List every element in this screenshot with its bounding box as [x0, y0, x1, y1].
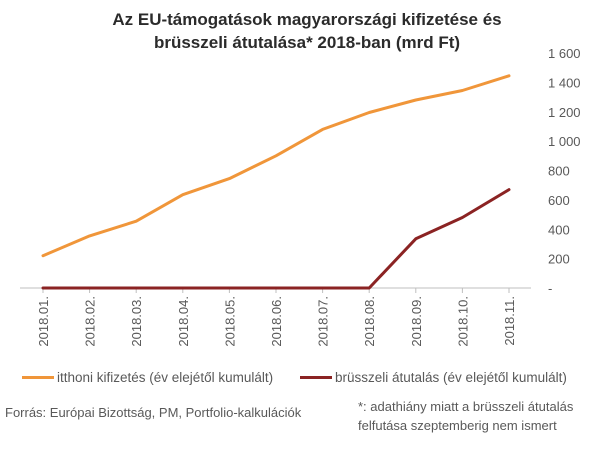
x-tick-label: 2018.07. [316, 296, 331, 347]
x-tick-label: 2018.09. [409, 296, 424, 347]
chart-title-line-2: brüsszeli átutalása* 2018-ban (mrd Ft) [153, 33, 461, 52]
y-tick-label: 1 200 [548, 105, 581, 120]
source-text: Forrás: Európai Bizottság, PM, Portfolio… [5, 405, 302, 420]
x-tick-label: 2018.08. [362, 296, 377, 347]
legend-item-brusszeli: brüsszeli átutalás (év elejétől kumulált… [300, 370, 567, 385]
y-tick-label: 400 [548, 222, 570, 237]
chart-title: Az EU-támogatások magyarországi kifizeté… [0, 8, 614, 54]
y-tick-label: 200 [548, 252, 570, 267]
legend-swatch-brusszeli [300, 376, 332, 379]
legend-swatch-itthoni [22, 376, 54, 379]
x-tick-label: 2018.01. [36, 296, 51, 347]
y-tick-label: - [548, 281, 552, 296]
legend-item-itthoni: itthoni kifizetés (év elejétől kumulált) [22, 370, 273, 385]
footnote: *: adathiány miatt a brüsszeli átutalás … [358, 397, 608, 435]
legend-label-itthoni: itthoni kifizetés (év elejétől kumulált) [57, 370, 274, 385]
x-tick-label: 2018.05. [222, 296, 237, 347]
series-lines [41, 74, 511, 290]
x-tick-label: 2018.03. [129, 296, 144, 347]
y-tick-label: 1 400 [548, 75, 581, 90]
footnote-line-1: *: adathiány miatt a brüsszeli átutalás [358, 399, 574, 414]
y-tick-label: 1 000 [548, 134, 581, 149]
x-tick-label: 2018.02. [83, 296, 98, 347]
series-line-1 [41, 188, 511, 290]
x-tick-label: 2018.10. [455, 296, 470, 347]
legend-label-brusszeli: brüsszeli átutalás (év elejétől kumulált… [335, 370, 567, 385]
y-tick-label: 800 [548, 164, 570, 179]
x-tick-label: 2018.06. [269, 296, 284, 347]
footnote-line-2: felfutása szeptemberig nem ismert [358, 418, 557, 433]
x-tick-label: 2018.04. [176, 296, 191, 347]
y-axis: - 200 400 600 800 1 000 1 200 1 400 1 600 [548, 46, 581, 296]
y-tick-label: 1 600 [548, 46, 581, 61]
y-tick-label: 600 [548, 193, 570, 208]
x-axis: 2018.01. 2018.02. 2018.03. 2018.04. 2018.05.… [20, 287, 531, 347]
chart-title-line-1: Az EU-támogatások magyarországi kifizeté… [112, 10, 502, 29]
x-tick-label: 2018.11. [502, 296, 517, 346]
